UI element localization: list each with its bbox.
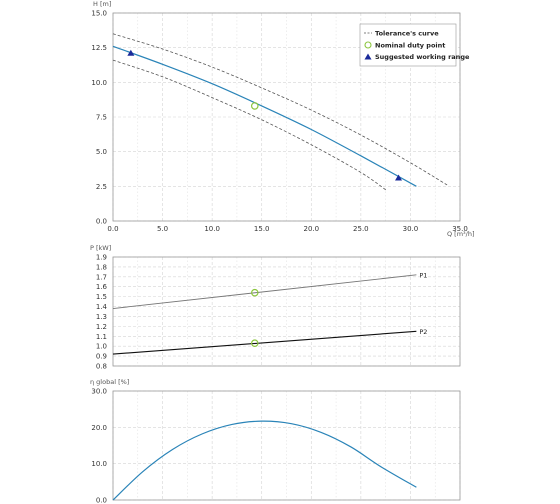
- power-chart-series: P1 P2: [112, 271, 427, 355]
- legend-working-range-swatch: [364, 53, 372, 60]
- power-chart-y-ticks: 0.8 0.9 1.0 1.1 1.2 1.3 1.4 1.5 1.6 1.7 1.81.9: [96, 254, 108, 371]
- y-tick-label: 1.6: [96, 283, 108, 291]
- y-tick-label: 12.5: [91, 44, 107, 52]
- y-tick-label: 1.0: [96, 343, 107, 351]
- head-chart: 0.0 2.5 5.0 7.5 10.0 12.5 15.0 0.0 5.0 10.0 15.0 2…: [91, 0, 474, 238]
- tolerance-curve-tol_upper: [112, 33, 448, 186]
- y-tick-label: 0.0: [96, 497, 107, 504]
- y-tick-label: 20.0: [91, 424, 107, 432]
- head-chart-x-ticks: 0.0 5.0 10.0 15.0 20.0 25.0 30.0 35.0: [107, 225, 467, 233]
- working-range-marker: [127, 49, 135, 56]
- y-tick-label: 10.0: [91, 460, 107, 468]
- power-line-p2: [112, 330, 417, 355]
- legend-duty-point-label: Nominal duty point: [375, 42, 445, 50]
- nominal-duty-point: [250, 102, 259, 110]
- head-chart-y-label: H [m]: [93, 0, 111, 8]
- x-tick-label: 35.0: [452, 225, 468, 233]
- head-chart-legend: Tolerance's curve Nominal duty point Sug…: [359, 23, 470, 67]
- x-tick-label: 30.0: [403, 225, 419, 233]
- power-series-label: P1: [419, 271, 427, 279]
- head-chart-x-label: Q [m³/h]: [447, 230, 475, 238]
- y-tick-label: 0.8: [96, 363, 107, 371]
- power-line-p1: [112, 274, 417, 309]
- y-tick-label: 15.0: [91, 10, 107, 18]
- x-tick-label: 5.0: [157, 225, 168, 233]
- efficiency-chart: 0.0 10.0 20.0 30.0 η global [%]: [90, 378, 461, 504]
- y-tick-label: 0.9: [96, 353, 107, 361]
- head-chart-frame: [112, 12, 461, 222]
- power-duty-point: [250, 339, 259, 348]
- power-chart-frame: [112, 256, 461, 367]
- head-chart-points: [127, 49, 403, 181]
- head-curve: [112, 45, 417, 187]
- efficiency-chart-y-ticks: 0.0 10.0 20.0 30.0: [91, 388, 107, 504]
- x-tick-label: 10.0: [204, 225, 220, 233]
- y-tick-label: 1.7: [96, 273, 107, 281]
- y-tick-label: 1.4: [96, 303, 108, 311]
- y-tick-label: 5.0: [96, 148, 107, 156]
- y-tick-label: 2.5: [96, 183, 107, 191]
- power-chart-points: [250, 288, 259, 348]
- power-chart: 0.8 0.9 1.0 1.1 1.2 1.3 1.4 1.5 1.6 1.7 1.81.9 P […: [90, 244, 461, 371]
- working-range-marker: [395, 174, 403, 181]
- power-chart-y-label: P [kW]: [90, 244, 111, 252]
- legend-duty-point-swatch: [364, 41, 372, 49]
- y-tick-label: 1.5: [96, 293, 107, 301]
- x-tick-label: 20.0: [303, 225, 319, 233]
- legend-box: [359, 23, 457, 67]
- x-tick-label: 25.0: [353, 225, 369, 233]
- y-tick-label: 0.0: [96, 218, 107, 226]
- y-tick-label: 1.2: [96, 323, 107, 331]
- head-chart-series: [112, 33, 448, 191]
- y-tick-label: 7.5: [96, 114, 107, 122]
- power-series-label: P2: [419, 328, 427, 336]
- tolerance-curve-tol_lower: [112, 59, 387, 191]
- legend-working-range-label: Suggested working range: [375, 53, 470, 61]
- y-tick-label: 10.0: [91, 79, 107, 87]
- legend-tolerance-label: Tolerance's curve: [375, 30, 439, 38]
- efficiency-curve: [112, 420, 417, 501]
- x-tick-label: 0.0: [107, 225, 118, 233]
- x-tick-label: 15.0: [254, 225, 270, 233]
- y-tick-label: 1.3: [96, 313, 107, 321]
- y-tick-label: 1.8: [96, 263, 107, 271]
- efficiency-chart-frame: [112, 390, 461, 501]
- y-tick-label: 1.9: [96, 254, 107, 262]
- head-chart-y-ticks: 0.0 2.5 5.0 7.5 10.0 12.5 15.0: [91, 10, 107, 226]
- y-tick-label: 1.1: [96, 333, 107, 341]
- efficiency-chart-y-label: η global [%]: [90, 378, 129, 386]
- efficiency-chart-series: [112, 420, 417, 501]
- y-tick-label: 30.0: [91, 388, 107, 396]
- power-duty-point: [250, 288, 259, 297]
